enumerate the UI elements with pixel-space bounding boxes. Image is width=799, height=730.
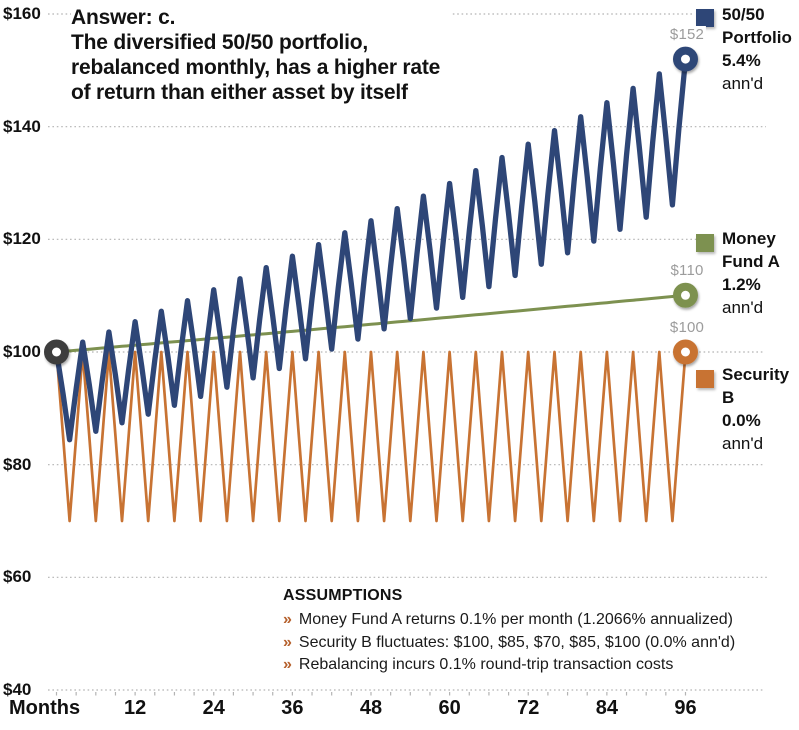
legend-portfolio: 50/50 Portfolio 5.4% ann'd xyxy=(696,3,796,95)
assumption-item-1: » Money Fund A returns 0.1% per month (1.… xyxy=(283,609,763,632)
assumption-text: Money Fund A returns 0.1% per month (1.2… xyxy=(298,611,733,628)
end-value-portfolio: $152 xyxy=(667,26,707,44)
series-line-security_b xyxy=(55,350,687,523)
y-tick-label-140: $140 xyxy=(3,116,44,137)
x-tick-label-60: 60 xyxy=(438,697,461,719)
legend-portfolio-label: 50/50 Portfolio xyxy=(722,5,792,47)
y-tick-label-40: $40 xyxy=(3,679,35,700)
assumption-item-3: » Rebalancing incurs 0.1% round-trip tran… xyxy=(283,654,763,677)
end-marker-money-fund-a xyxy=(672,282,698,308)
legend-swatch-security-b-icon xyxy=(696,370,714,388)
bullet-icon: » xyxy=(283,656,292,673)
legend-security-b-label: Security B xyxy=(722,365,790,407)
series-line-portfolio xyxy=(53,56,689,443)
legend-swatch-portfolio-icon xyxy=(696,9,714,27)
y-tick-label-160: $160 xyxy=(3,4,44,24)
x-tick-label-36: 36 xyxy=(281,697,304,719)
assumptions-list: » Money Fund A returns 0.1% per month (1.… xyxy=(283,609,763,677)
legend-portfolio-suffix: ann'd xyxy=(722,74,764,93)
end-value-money-fund-a: $110 xyxy=(668,262,706,280)
legend-security-b-rate: 0.0% xyxy=(722,411,761,430)
legend-money-fund-a-suffix: ann'd xyxy=(722,298,764,317)
assumption-text: Security B fluctuates: $100, $85, $70, $… xyxy=(298,633,736,651)
legend-security-b: Security B 0.0% ann'd xyxy=(696,363,796,455)
y-tick-label-120: $120 xyxy=(3,229,44,250)
end-value-security-b: $100 xyxy=(667,319,707,336)
x-tick-label-24: 24 xyxy=(202,697,225,719)
bullet-icon: » xyxy=(283,611,292,628)
x-axis-ticks xyxy=(55,692,687,696)
y-tick-label-100: $100 xyxy=(3,342,44,362)
end-marker-portfolio xyxy=(672,46,698,72)
x-tick-label-84: 84 xyxy=(595,697,618,719)
legend-money-fund-a-label: Money Fund A xyxy=(722,229,780,271)
legend-swatch-money-fund-a-icon xyxy=(696,234,714,252)
x-tick-label-12: 12 xyxy=(123,697,147,719)
start-marker xyxy=(44,339,69,365)
y-tick-label-80: $80 xyxy=(3,454,35,475)
assumption-item-2: » Security B fluctuates: $100, $85, $70, … xyxy=(283,632,763,655)
x-tick-label-96: 96 xyxy=(674,697,697,719)
bullet-icon: » xyxy=(283,633,292,651)
series-line-fund_a xyxy=(55,293,687,354)
x-tick-label-48: 48 xyxy=(359,697,383,719)
assumption-text: Rebalancing incurs 0.1% round-trip trans… xyxy=(298,656,674,673)
x-tick-label-72: 72 xyxy=(517,697,540,719)
x-axis-title: Months xyxy=(9,697,81,719)
legend-portfolio-rate: 5.4% xyxy=(722,51,761,70)
y-tick-label-60: $60 xyxy=(3,567,35,588)
assumptions-heading: ASSUMPTIONS xyxy=(283,587,403,604)
assumptions-block: ASSUMPTIONS » Money Fund A returns 0.1% p… xyxy=(283,587,763,677)
legend-money-fund-a: Money Fund A 1.2% ann'd xyxy=(696,227,796,319)
series-lines xyxy=(53,56,689,523)
legend-money-fund-a-rate: 1.2% xyxy=(722,275,761,294)
chart-title: Answer: c. The diversified 50/50 portfol… xyxy=(71,5,451,108)
end-marker-security-b xyxy=(672,339,698,365)
data-point-markers xyxy=(44,46,698,365)
legend-security-b-suffix: ann'd xyxy=(722,434,764,453)
